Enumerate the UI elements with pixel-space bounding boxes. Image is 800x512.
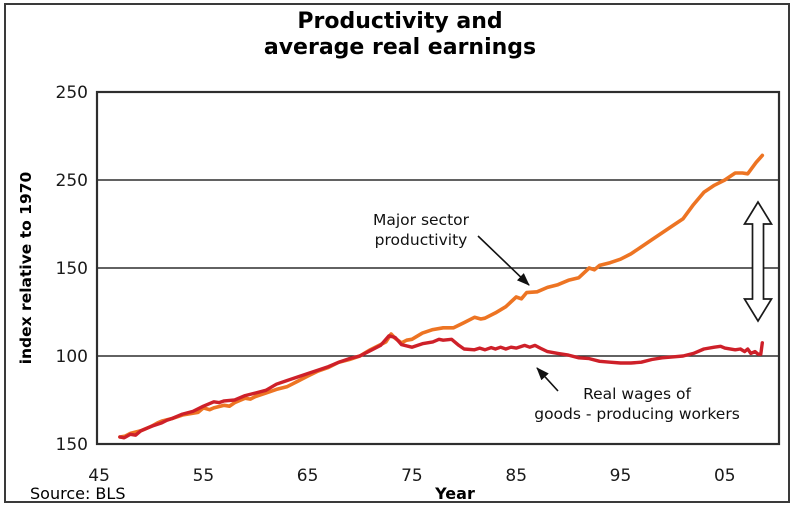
gap-double-arrow [742,200,774,323]
x-axis-title: Year [435,484,475,503]
annotation-wages-line2: goods - producing workers [534,405,740,423]
y-tick-label: 100 [56,347,88,367]
y-tick-label: 250 [56,171,88,191]
series-line-0 [118,153,765,439]
annotation-arrow-wages [536,367,559,392]
chart-title-line1: Productivity and [297,9,503,34]
annotation-wages: Real wages of goods - producing workers [534,384,740,424]
y-axis-tick-labels: 250 250 150 100 150 [56,83,88,455]
x-axis-tick-labels: 45 55 65 75 85 95 05 [88,466,735,486]
x-tick-label: 75 [401,466,423,486]
x-tick-label: 45 [88,466,110,486]
x-tick-label: 95 [610,466,632,486]
y-tick-label: 250 [56,83,88,103]
gap-double-arrow-group [742,200,774,323]
annotation-productivity-line2: productivity [374,231,468,249]
y-tick-label: 150 [56,435,88,455]
chart-title-line2: average real earnings [263,35,537,60]
chart-title: Productivity and average real earnings [0,9,800,61]
x-tick-label: 55 [193,466,215,486]
plot-border [95,90,781,446]
series-line-1 [118,334,764,440]
annotation-productivity-line1: Major sector [372,211,470,229]
x-tick-label: 85 [505,466,527,486]
x-tick-label: 05 [714,466,736,486]
y-tick-label: 150 [56,259,88,279]
annotation-wages-line1: Real wages of [583,385,691,403]
annotation-arrow-productivity [477,235,530,286]
series-lines [118,153,765,440]
annotation-arrows [477,235,559,392]
source-note: Source: BLS [30,484,126,503]
annotation-productivity: Major sector productivity [373,210,469,250]
x-tick-label: 65 [297,466,319,486]
